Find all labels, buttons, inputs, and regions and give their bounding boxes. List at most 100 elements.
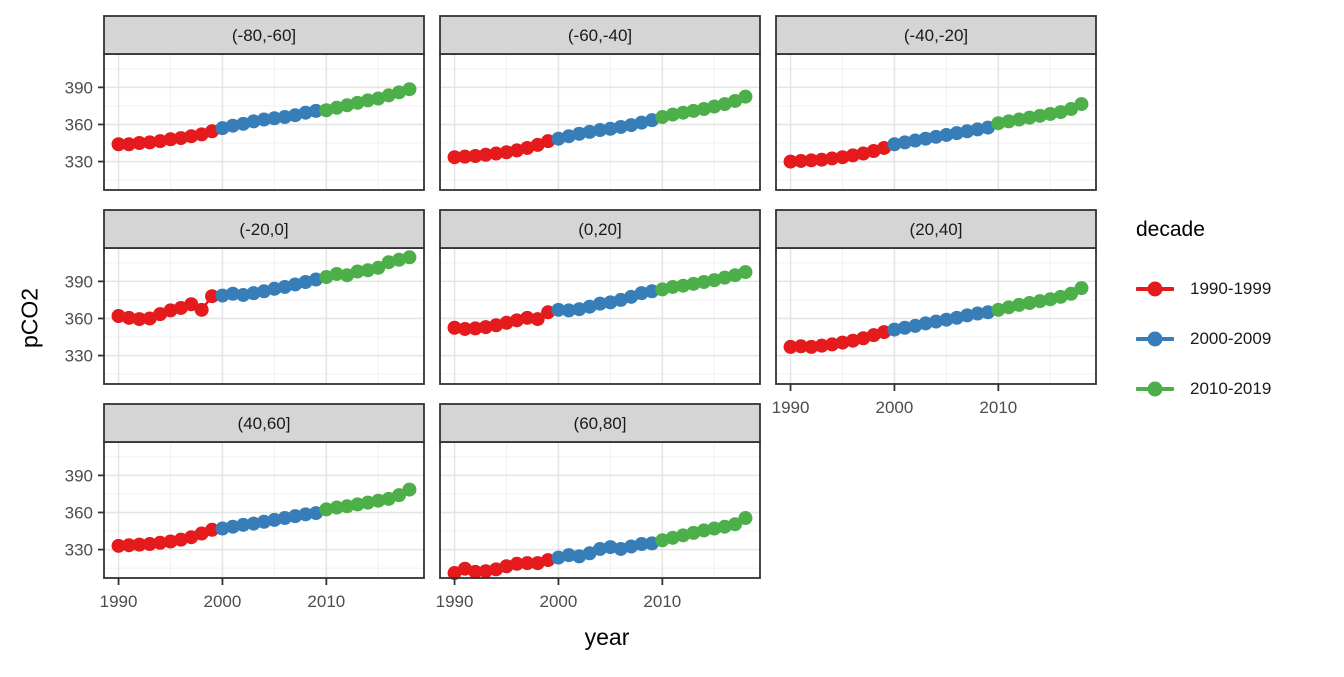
data-point <box>897 135 912 150</box>
data-point <box>835 335 850 350</box>
data-point <box>970 122 985 137</box>
data-point <box>257 112 271 127</box>
data-point <box>1001 114 1016 129</box>
data-point <box>163 534 178 549</box>
data-point <box>634 286 649 301</box>
data-point <box>288 509 303 524</box>
x-tick-label: 2000 <box>876 398 914 417</box>
data-point <box>267 281 282 296</box>
data-point <box>132 537 147 552</box>
data-point <box>173 131 188 146</box>
data-point <box>929 314 943 329</box>
data-point <box>132 312 147 327</box>
data-point <box>696 523 711 538</box>
facet-panel: (60,80] 1990 2000 2010 <box>436 403 761 611</box>
panel-background <box>776 54 1096 190</box>
data-point <box>478 564 493 579</box>
legend: decade 1990-1999 2000-2009 2010-2019 <box>1136 216 1341 414</box>
data-point <box>215 521 230 536</box>
facet-strip <box>775 15 1097 55</box>
data-point <box>1012 112 1027 127</box>
data-point <box>499 145 514 160</box>
data-point <box>1043 106 1058 121</box>
facet-strip <box>103 209 425 249</box>
data-point <box>707 521 722 536</box>
x-tick-label: 2010 <box>643 592 681 611</box>
facet-strip-label: (-40,-20] <box>904 26 968 45</box>
data-point <box>402 82 417 97</box>
data-point <box>468 149 483 163</box>
y-tick-label: 360 <box>65 503 93 522</box>
data-point <box>153 535 168 550</box>
y-tick-label: 330 <box>65 153 93 172</box>
panel-background <box>440 54 760 190</box>
data-point <box>593 296 607 311</box>
x-tick-label: 1990 <box>100 592 138 611</box>
data-point <box>468 564 483 579</box>
data-point <box>960 124 975 139</box>
data-point <box>520 556 535 571</box>
data-point <box>236 287 251 302</box>
data-point <box>205 522 220 537</box>
data-point <box>277 110 292 125</box>
data-point <box>392 488 407 503</box>
data-point <box>1064 286 1079 301</box>
data-point <box>665 279 680 294</box>
data-point <box>489 146 504 161</box>
data-point <box>676 105 691 120</box>
data-point <box>329 266 344 281</box>
facet-strip-label: (0,20] <box>578 220 621 239</box>
panel-background <box>104 442 424 578</box>
data-point <box>530 312 545 327</box>
data-point <box>457 321 472 336</box>
x-tick-label: 1990 <box>436 592 474 611</box>
facet-panel: (-80,-60] 330 360 390 <box>65 15 425 191</box>
data-point <box>267 512 282 527</box>
data-point <box>696 275 711 289</box>
facet-panel: (-20,0] 330 360 390 <box>65 209 425 385</box>
legend-key-line-point-icon <box>1136 381 1174 397</box>
data-point <box>468 321 483 336</box>
facet-strip-label: (-60,-40] <box>568 26 632 45</box>
data-point <box>918 131 933 146</box>
data-point <box>676 278 691 293</box>
facet-strip-label: (20,40] <box>910 220 963 239</box>
data-point <box>121 310 136 325</box>
facet-panel: (20,40] 1990 2000 2010 <box>772 209 1097 417</box>
data-point <box>603 540 618 555</box>
data-point <box>603 121 618 136</box>
data-point <box>825 337 840 352</box>
facet-strip <box>775 209 1097 249</box>
x-axis-title: year <box>584 624 630 650</box>
data-point <box>360 93 375 108</box>
data-point <box>121 538 136 553</box>
data-point <box>738 265 753 280</box>
data-point <box>804 339 819 354</box>
data-point <box>478 320 493 335</box>
data-point <box>1074 281 1089 296</box>
x-tick-label: 2000 <box>204 592 242 611</box>
data-point <box>1032 294 1047 309</box>
data-point <box>132 136 147 151</box>
y-tick-label: 330 <box>65 541 93 560</box>
data-point <box>686 103 701 118</box>
data-point <box>887 322 902 337</box>
data-point <box>644 284 659 299</box>
data-point <box>153 134 168 149</box>
x-tick-label: 2000 <box>540 592 578 611</box>
data-point <box>457 149 472 164</box>
data-point <box>929 129 943 144</box>
data-point <box>1022 110 1037 125</box>
facet-strip-label: (-80,-60] <box>232 26 296 45</box>
data-point <box>561 303 576 318</box>
data-point <box>298 105 313 120</box>
facet-panel: (-60,-40] <box>439 15 761 191</box>
y-tick-label: 360 <box>65 115 93 134</box>
data-point <box>1032 108 1047 123</box>
data-point <box>634 537 649 551</box>
data-point <box>582 124 597 139</box>
data-point <box>371 493 386 508</box>
data-point <box>194 302 209 317</box>
facet-strip <box>439 15 761 55</box>
data-point <box>738 89 753 104</box>
